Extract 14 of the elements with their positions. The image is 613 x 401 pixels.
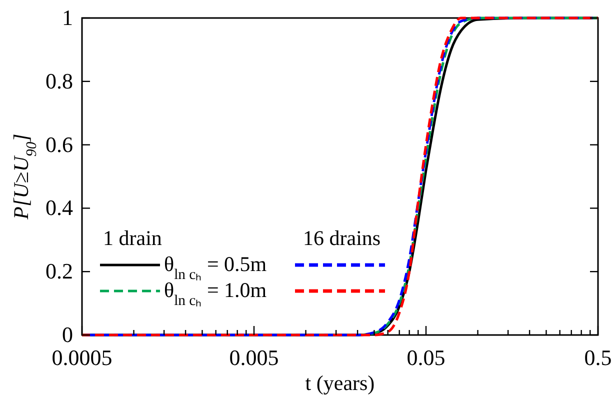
x-tick-label: 0.5 xyxy=(584,345,612,370)
x-tick-label: 0.005 xyxy=(229,345,279,370)
legend-label: θ$_{ln cₕ}$ = 0.5m xyxy=(164,252,267,283)
y-tick-label: 0.4 xyxy=(46,195,73,220)
y-tick-label: 0.2 xyxy=(46,258,73,284)
annotation: 16 drains xyxy=(303,226,381,250)
annotation: 1 drain xyxy=(103,226,162,250)
x-tick-label: 0.0005 xyxy=(52,345,112,370)
y-tick-label: 1 xyxy=(62,5,73,30)
x-tick-label: 0.05 xyxy=(406,345,446,370)
y-tick-label: 0.6 xyxy=(46,132,73,157)
y-tick-label: 0 xyxy=(62,322,73,347)
y-tick-label: 0.8 xyxy=(46,68,73,94)
x-axis-title: t (years) xyxy=(305,371,375,395)
